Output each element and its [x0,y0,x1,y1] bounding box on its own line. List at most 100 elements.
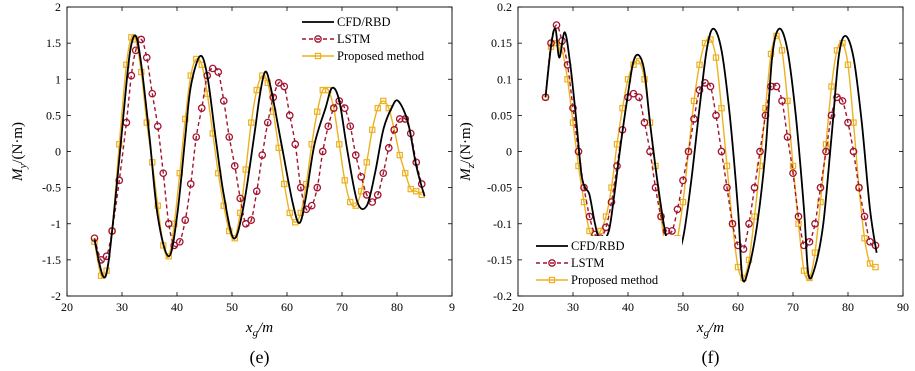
lstm-point [142,53,151,62]
proposed-point [374,104,381,112]
lstm-point [236,194,245,203]
lstm-point [745,219,753,228]
lstm-point [833,93,841,102]
lstm-point [230,162,239,170]
lstm-point [127,71,136,80]
lstm-point [607,198,616,206]
proposed-point [751,213,758,220]
legend-label: LSTM [337,32,370,46]
proposed-point [363,159,370,166]
lstm-point [673,205,682,214]
legend-marker [548,276,556,284]
proposed-point [253,86,260,94]
x-tick-label: 20 [61,300,73,314]
lstm-point [728,219,737,228]
x-axis-label: xg/m [245,320,273,339]
lstm-point [395,115,404,123]
x-tick-label: 40 [171,300,183,314]
lstm-point [855,183,863,192]
lstm-point [285,111,294,120]
proposed-point [718,104,725,112]
x-tick-label: 20 [512,300,524,314]
x-tick-label: 70 [336,300,348,314]
y-tick-label: -0.2 [493,289,512,303]
series-line-cfd-rbd [93,34,426,279]
proposed-point [358,188,365,195]
lstm-point [750,183,759,192]
panel-label: (f) [702,347,720,368]
lstm-point [734,241,742,250]
y-tick-label: 1.5 [46,36,61,50]
proposed-point [800,267,808,274]
series-line-proposed-method [544,35,876,281]
proposed-point [380,97,387,105]
proposed-point [608,184,615,191]
legend-label: CFD/RBD [337,15,391,29]
lstm-point [811,219,819,228]
proposed-point [314,108,321,115]
proposed-point [586,227,593,235]
lstm-point [214,68,223,76]
lstm-point [635,93,643,102]
proposed-point [396,151,403,159]
y-tick-label: 0.15 [491,36,512,50]
lstm-point [712,111,720,120]
lstm-point [252,187,261,196]
chart-panel-e: 20 30 40 50 60 70 80 9 -2 -1.5 -1 -0.5 0 0.5 1 1.5 2 xg/m… [10,0,455,368]
lstm-point [357,172,366,181]
proposed-point [286,209,293,217]
lstm-point [794,212,803,221]
lstm-point [280,82,289,91]
proposed-point [844,61,852,69]
lstm-point [181,216,190,224]
lstm-point [274,79,283,87]
proposed-point [767,50,775,58]
proposed-point [336,141,343,148]
lstm-point [778,97,786,105]
proposed-point [369,126,376,134]
lstm-point [318,147,327,156]
lstm-point [552,21,561,29]
proposed-point [861,235,868,242]
proposed-point [613,141,621,148]
y-tick-label: 0.5 [46,108,61,122]
legend: CFD/RBD LSTM Proposed method [298,12,448,68]
panel-label: (e) [250,347,270,368]
lstm-point [247,216,256,224]
lstm-point [569,104,577,113]
proposed-point [248,119,255,126]
lstm-point [208,64,217,73]
lstm-point [346,122,355,131]
proposed-point [696,61,703,69]
proposed-point [789,162,797,170]
y-tick-label: -1.5 [42,253,61,267]
x-tick-label: 80 [391,300,403,314]
proposed-point [597,227,604,235]
legend-label: LSTM [571,256,604,270]
legend-marker [314,52,322,60]
x-tick-label: 50 [226,300,238,314]
proposed-point [143,119,150,126]
x-tick-label: 90 [897,300,909,314]
lstm-point [379,169,388,178]
lstm-point [706,82,715,91]
x-tick-label: 40 [622,300,634,314]
lstm-point [640,118,649,127]
legend-label: Proposed method [337,49,425,63]
lstm-point [307,201,316,210]
lstm-point [767,82,775,91]
legend-marker [548,259,556,267]
y-axis-label: My/(N·m) [10,122,29,182]
proposed-point [811,249,819,256]
proposed-point [679,198,687,206]
y-tick-label: 0 [506,145,512,159]
lstm-point [816,183,825,192]
lstm-point [153,122,162,131]
proposed-point [231,235,238,242]
lstm-point [329,104,338,113]
lstm-point [368,198,377,206]
lstm-point [695,86,704,94]
lstm-point [684,147,693,156]
y-axis-label: Mz/(N·m) [458,122,477,181]
